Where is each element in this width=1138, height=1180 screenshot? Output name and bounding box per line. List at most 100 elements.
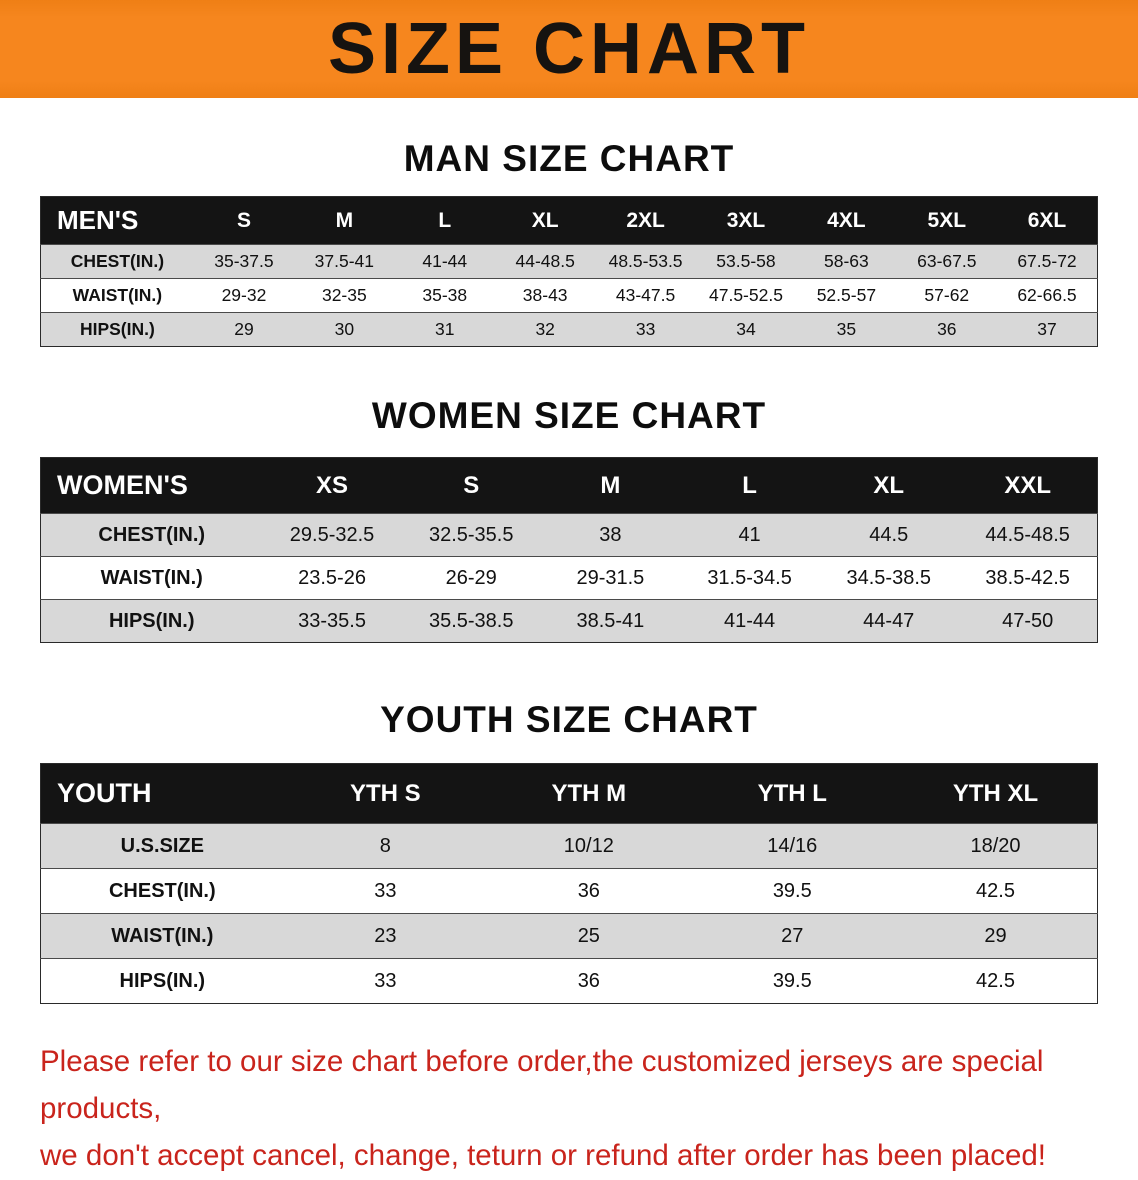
- column-header: YTH S: [283, 763, 488, 824]
- table-row: CHEST(IN.) 35-37.5 37.5-41 41-44 44-48.5 48.5…: [40, 244, 1098, 279]
- row-label: CHEST(IN.): [108, 879, 216, 902]
- size-value: 23.5-26: [298, 566, 366, 589]
- row-label: WAIST(IN.): [100, 566, 203, 589]
- page-title: SIZE CHART: [328, 9, 810, 89]
- column-header: 3XL: [695, 196, 797, 245]
- size-value: 57-62: [924, 285, 970, 305]
- size-chart-content: MAN SIZE CHART MEN'S S M L XL 2XL 3XL 4XL 5XL 6XL…: [0, 98, 1138, 1180]
- banner: SIZE CHART: [0, 0, 1138, 98]
- column-header: XL: [819, 457, 959, 514]
- table-header-row: MEN'S S M L XL 2XL 3XL 4XL 5XL 6XL: [40, 196, 1098, 245]
- column-header: YTH XL: [894, 763, 1098, 824]
- size-value: 33: [635, 319, 656, 339]
- table-header-row: WOMEN'S XS S M L XL XXL: [40, 457, 1098, 514]
- youth-size-table: YOUTH YTH S YTH M YTH L YTH XL U.S.SIZE 8 10/12…: [40, 763, 1098, 1004]
- size-value: 31.5-34.5: [707, 566, 792, 589]
- column-header: XS: [262, 457, 402, 514]
- table-title-cell: MEN'S: [40, 196, 194, 245]
- size-value: 14/16: [767, 834, 818, 857]
- size-value: 34: [736, 319, 756, 339]
- size-value: 10/12: [563, 834, 614, 857]
- size-value: 29-31.5: [576, 566, 645, 589]
- table-header-row: YOUTH YTH S YTH M YTH L YTH XL: [40, 763, 1098, 824]
- disclaimer-line-1: Please refer to our size chart before or…: [40, 1045, 1044, 1126]
- size-value: 42.5: [976, 969, 1015, 992]
- column-header: L: [394, 196, 495, 245]
- size-value: 35-37.5: [214, 251, 274, 271]
- size-value: 25: [577, 924, 600, 947]
- size-value: 36: [577, 969, 600, 992]
- column-header: S: [193, 196, 295, 245]
- size-value: 29: [234, 319, 254, 339]
- table-row: HIPS(IN.) 29 30 31 32 33 34 35 36 37: [40, 312, 1098, 347]
- table-row: WAIST(IN.) 29-32 32-35 35-38 38-43 43-47.5 47.…: [40, 278, 1098, 313]
- size-value: 44-47: [863, 609, 915, 632]
- size-value: 27: [781, 924, 804, 947]
- size-value: 32.5-35.5: [428, 523, 514, 546]
- column-header: L: [679, 457, 820, 514]
- size-value: 52.5-57: [816, 285, 877, 305]
- size-table: MEN'S S M L XL 2XL 3XL 4XL 5XL 6XL CHEST(IN.) 35-37…: [40, 196, 1098, 347]
- size-value: 42.5: [976, 879, 1015, 902]
- size-value: 39.5: [772, 969, 812, 992]
- disclaimer: Please refer to our size chart before or…: [40, 1038, 1098, 1180]
- size-value: 32-35: [321, 285, 367, 305]
- size-value: 48.5-53.5: [608, 251, 683, 271]
- column-header: YTH M: [487, 763, 691, 824]
- size-value: 29: [984, 924, 1007, 947]
- size-value: 47-50: [1002, 609, 1054, 632]
- size-value: 26-29: [445, 566, 497, 589]
- size-value: 36: [937, 319, 957, 339]
- size-table: YOUTH YTH S YTH M YTH L YTH XL U.S.SIZE 8 10/12…: [40, 763, 1098, 1004]
- column-header: 6XL: [997, 196, 1098, 245]
- disclaimer-line-2: we don't accept cancel, change, teturn o…: [40, 1139, 1046, 1173]
- size-value: 58-63: [824, 251, 869, 271]
- size-value: 47.5-52.5: [709, 285, 783, 305]
- column-header: 4XL: [796, 196, 897, 245]
- size-value: 67.5-72: [1017, 251, 1077, 271]
- size-value: 33: [374, 879, 397, 902]
- women-size-chart-heading: WOMEN SIZE CHART: [371, 395, 767, 436]
- size-value: 30: [334, 319, 355, 339]
- size-value: 37.5-41: [314, 251, 375, 271]
- size-value: 34.5-38.5: [846, 566, 931, 589]
- size-value: 62-66.5: [1017, 285, 1077, 305]
- size-value: 29.5-32.5: [289, 523, 375, 546]
- row-label: WAIST(IN.): [111, 924, 214, 947]
- column-header: S: [401, 457, 541, 514]
- column-header: 5XL: [896, 196, 997, 245]
- column-header: XXL: [958, 457, 1098, 514]
- size-value: 23: [374, 924, 397, 947]
- column-header: 2XL: [595, 196, 696, 245]
- row-label: WAIST(IN.): [72, 285, 163, 305]
- table-row: WAIST(IN.) 23.5-26 26-29 29-31.5 31.5-34.5 34…: [40, 556, 1098, 600]
- table-row: U.S.SIZE 8 10/12 14/16 18/20: [40, 823, 1098, 869]
- youth-size-chart-section: YOUTH SIZE CHART YOUTH YTH S YTH M YTH L YTH…: [0, 643, 1138, 1004]
- size-value: 33: [374, 969, 397, 992]
- row-label: HIPS(IN.): [79, 319, 155, 339]
- column-header: YTH L: [690, 763, 895, 824]
- size-value: 33-35.5: [298, 609, 366, 632]
- row-label: CHEST(IN.): [70, 251, 165, 271]
- size-value: 32: [535, 319, 555, 339]
- row-label: U.S.SIZE: [120, 834, 204, 857]
- size-value: 18/20: [970, 834, 1021, 857]
- size-value: 41: [738, 523, 761, 546]
- man-size-chart-heading: MAN SIZE CHART: [403, 138, 735, 179]
- size-value: 43-47.5: [615, 285, 676, 305]
- size-value: 38: [599, 523, 622, 546]
- size-value: 29-32: [221, 285, 267, 305]
- table-row: WAIST(IN.) 23 25 27 29: [40, 913, 1098, 959]
- man-size-table: MEN'S S M L XL 2XL 3XL 4XL 5XL 6XL CHEST(IN.) 35-37…: [40, 196, 1098, 347]
- table-row: HIPS(IN.) 33 36 39.5 42.5: [40, 958, 1098, 1004]
- row-label: HIPS(IN.): [119, 969, 206, 992]
- size-value: 37: [1037, 319, 1057, 339]
- row-label: HIPS(IN.): [108, 609, 195, 632]
- size-value: 38.5-42.5: [985, 566, 1070, 589]
- size-value: 63-67.5: [917, 251, 977, 271]
- row-label: CHEST(IN.): [98, 523, 206, 546]
- size-value: 41-44: [723, 609, 776, 632]
- size-value: 38-43: [522, 285, 568, 305]
- size-value: 36: [577, 879, 600, 902]
- size-table: WOMEN'S XS S M L XL XXL CHEST(IN.) 29.5-32.5 32.5…: [40, 457, 1098, 643]
